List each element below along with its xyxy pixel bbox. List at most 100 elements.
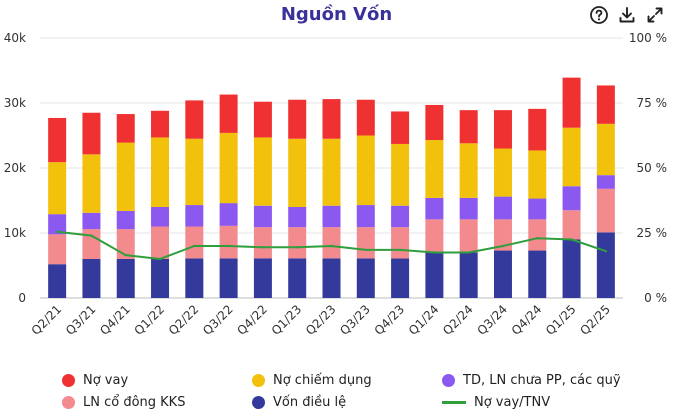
line-point: [467, 251, 470, 254]
bar-segment: [528, 150, 547, 199]
y-tick-label: 20k: [4, 161, 26, 175]
bar-segment: [48, 234, 67, 265]
y2-tick-label: 100 %: [629, 31, 667, 45]
bar-segment: [253, 101, 272, 138]
x-tick-label: Q2/23: [303, 302, 339, 338]
bar-segment: [596, 85, 615, 124]
legend-swatch: [442, 373, 455, 387]
bar-segment: [116, 114, 135, 143]
bar-segment: [322, 205, 341, 228]
bar-segment: [356, 135, 375, 206]
bar-segment: [288, 227, 307, 259]
bar-segment: [82, 229, 101, 259]
bar-segment: [48, 117, 67, 163]
bar-segment: [391, 205, 410, 228]
bar-segment: [185, 100, 204, 139]
y-tick-label: 10k: [4, 226, 26, 240]
legend-swatch: [252, 373, 265, 387]
bar-segment: [151, 207, 170, 227]
bar-segment: [493, 250, 512, 298]
bar-segment: [185, 205, 204, 227]
bar-segment: [459, 143, 478, 198]
bar-segment: [288, 207, 307, 228]
bar-segment: [596, 123, 615, 176]
legend-swatch: [252, 395, 265, 409]
legend-label: Nợ vay: [83, 372, 129, 388]
bar-segment: [322, 99, 341, 139]
bar-segment: [391, 227, 410, 259]
legend-label: Nợ chiếm dụng: [273, 372, 372, 388]
y2-tick-label: 0 %: [644, 291, 667, 305]
x-tick-label: Q1/22: [132, 302, 168, 338]
line-point: [364, 248, 367, 252]
bar-segment: [322, 138, 341, 206]
bar-segment: [253, 258, 272, 298]
bar-segment: [288, 258, 307, 298]
bar-segment: [185, 258, 204, 298]
line-point: [536, 237, 539, 240]
x-tick-label: Q2/22: [166, 302, 202, 338]
legend-label: LN cổ đông KKS: [83, 394, 186, 410]
bar-segment: [596, 232, 615, 298]
x-tick-label: Q3/23: [337, 302, 373, 338]
legend-item-von-dieu-le[interactable]: Vốn điều lệ: [252, 392, 346, 412]
legend-label: TD, LN chưa PP, các quỹ: [463, 372, 621, 388]
expand-button[interactable]: [644, 4, 666, 26]
bar-segment: [116, 142, 135, 211]
legend-item-no-vay-tnv[interactable]: Nợ vay/TNV: [442, 392, 550, 412]
bar-segment: [425, 140, 444, 198]
x-tick-label: Q2/24: [440, 302, 476, 338]
y-tick-label: 30k: [4, 96, 26, 110]
line-point: [158, 257, 162, 261]
help-button[interactable]: [588, 4, 610, 26]
help-circle-icon: [590, 6, 608, 24]
bar-segment: [82, 259, 101, 298]
bar-segment: [562, 186, 581, 211]
bar-segment: [288, 99, 307, 139]
x-tick-label: Q1/25: [543, 302, 579, 338]
chart-title: Nguồn Vốn: [280, 4, 393, 25]
bar-segment: [425, 197, 444, 220]
legend-item-no-vay[interactable]: Nợ vay: [62, 370, 128, 390]
download-button[interactable]: [616, 4, 638, 26]
x-tick-label: Q4/24: [509, 302, 545, 338]
y2-tick-label: 25 %: [637, 226, 668, 240]
x-tick-label: Q1/24: [406, 302, 442, 338]
bar-segment: [48, 162, 67, 215]
line-point: [398, 248, 402, 252]
bar-segment: [459, 110, 478, 144]
line-point: [501, 244, 505, 248]
y-tick-label: 0: [18, 291, 26, 305]
line-point: [433, 251, 436, 254]
bar-segment: [391, 258, 410, 298]
bar-segment: [391, 143, 410, 206]
bar-segment: [493, 148, 512, 197]
bar-segment: [356, 258, 375, 298]
bar-segment: [356, 227, 375, 259]
bar-segment: [493, 219, 512, 251]
bar-segment: [528, 219, 547, 251]
bar-segment: [185, 138, 204, 206]
legend-swatch: [62, 373, 75, 387]
bar-segment: [219, 203, 238, 226]
bar-segment: [253, 205, 272, 228]
bar-segment: [493, 110, 512, 149]
legend-swatch: [442, 400, 466, 404]
x-tick-label: Q3/21: [63, 302, 99, 338]
bar-segment: [596, 188, 615, 233]
legend-item-no-chiem-dung[interactable]: Nợ chiếm dụng: [252, 370, 372, 390]
line-point: [296, 246, 299, 249]
legend-swatch: [62, 395, 75, 409]
bar-segment: [562, 210, 581, 240]
bar-segment: [219, 225, 238, 259]
legend-item-ln-co-dong-kks[interactable]: LN cổ đông KKS: [62, 392, 185, 412]
bar-segment: [253, 137, 272, 206]
bar-segment: [356, 205, 375, 228]
bar-segment: [151, 259, 170, 298]
bar-segment: [528, 108, 547, 151]
legend-item-td-ln-chua-pp[interactable]: TD, LN chưa PP, các quỹ: [442, 370, 621, 390]
bar-segment: [425, 219, 444, 253]
bar-segment: [562, 77, 581, 128]
bar-segment: [425, 252, 444, 298]
